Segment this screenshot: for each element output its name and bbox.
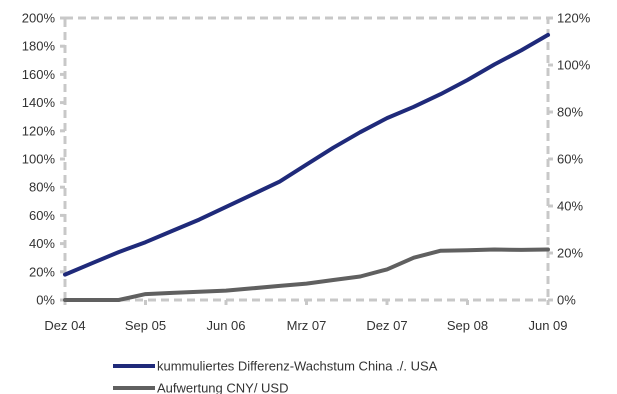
left-tick-label: 80% [29,180,55,195]
legend-label-2: Aufwertung CNY/ USD [157,381,289,394]
data-point [467,79,468,81]
data-point [547,249,549,250]
right-tick-label: 0% [557,293,576,308]
series-layer [63,32,550,302]
data-point [198,219,200,221]
data-point [440,93,442,95]
data-point [252,193,254,195]
data-point [493,64,495,65]
data-point [520,249,522,251]
right-tick-label: 60% [557,152,583,167]
legend-label-1: kummuliertes Differenz-Wachstum China ./… [157,359,438,374]
data-point [359,276,361,277]
left-tick-label: 200% [22,11,56,26]
data-point [386,268,388,270]
data-point [171,230,173,232]
data-point [279,285,281,287]
right-tick-label: 20% [557,246,583,261]
data-point [520,49,522,51]
data-point [332,147,334,149]
data-point [413,257,415,259]
data-point [198,291,200,293]
data-point [279,181,281,183]
data-point [64,274,66,276]
data-point [225,206,227,208]
data-point [467,249,468,251]
x-tick-label: Sep 05 [125,318,166,333]
data-point [91,262,93,264]
left-tick-label: 60% [29,208,55,223]
data-point [332,279,334,281]
data-point [440,250,442,252]
legend: kummuliertes Differenz-Wachstum China ./… [113,359,438,394]
data-point [359,131,361,133]
x-tick-label: Mrz 07 [287,318,327,333]
left-tick-label: 180% [22,39,56,54]
x-tick-label: Jun 09 [528,318,567,333]
right-tick-label: 120% [557,11,591,26]
data-point [171,292,173,294]
data-point [118,251,120,253]
data-point [306,164,307,166]
x-tick-label: Dez 07 [366,318,407,333]
left-axis: 0% 20% 40% 60% 80% 100% 120% 140% 160% 180% 200% [22,11,65,308]
x-axis: Dez 04 Sep 05 Jun 06 Mrz 07 Dez 07 Sep 08 Jun … [44,300,568,333]
left-tick-label: 100% [22,152,56,167]
left-tick-label: 120% [22,123,56,138]
data-point [413,106,415,108]
left-tick-label: 0% [36,293,55,308]
data-point [145,293,146,295]
data-point [64,299,66,301]
data-point [118,299,120,301]
data-point [145,241,146,243]
data-point [306,283,307,285]
data-point [386,117,388,119]
data-point [547,34,549,36]
x-tick-label: Sep 08 [447,318,488,333]
right-axis: 0% 20% 40% 60% 80% 100% 120% [548,11,591,308]
data-point [225,290,227,292]
plot-area [63,16,550,302]
left-tick-label: 40% [29,236,55,251]
right-tick-label: 80% [557,105,583,120]
left-tick-label: 20% [29,264,55,279]
right-tick-label: 40% [557,199,583,214]
left-tick-label: 140% [22,95,56,110]
left-tick-label: 160% [22,67,56,82]
x-tick-label: Jun 06 [206,318,245,333]
data-point [252,287,254,289]
data-point [91,299,93,301]
right-tick-label: 100% [557,58,591,73]
data-point [493,249,495,250]
x-tick-label: Dez 04 [44,318,85,333]
